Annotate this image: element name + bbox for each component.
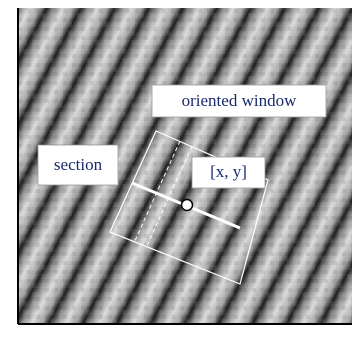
center-point: [182, 200, 193, 211]
label: section: [54, 155, 103, 174]
label: oriented window: [182, 91, 297, 110]
page: {"labels": {"oriented_window": "oriented…: [0, 0, 362, 349]
figure: oriented window section [x, y]: [0, 0, 362, 349]
label: [x, y]: [210, 162, 247, 181]
